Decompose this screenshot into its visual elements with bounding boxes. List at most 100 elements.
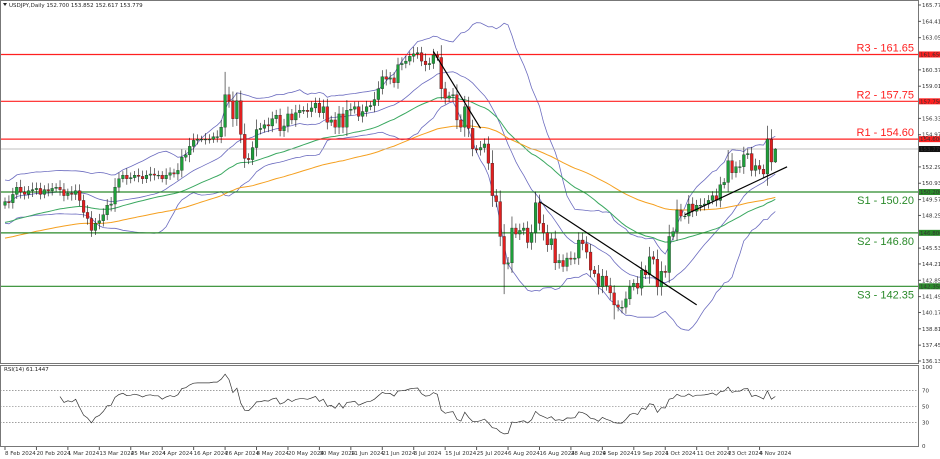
bollinger-middle [4,71,776,284]
x-tick-label: 20 Feb 2024 [36,451,71,457]
ma-slow-line [4,125,776,239]
bull-candle [254,129,259,148]
x-tick-label: 21 Jun 2024 [382,451,416,457]
bear-candle [494,195,498,202]
bear-candle [78,190,82,201]
price-tag-text: 142.350 [920,284,940,290]
bollinger-upper [4,22,776,255]
bull-candle [396,64,400,83]
y-tick-label: 159.010 [922,84,940,90]
rsi-tick-label: 70 [922,389,929,395]
bear-candle [137,175,141,177]
bear-candle [604,275,608,286]
x-tick-label: 1 Oct 2024 [665,451,696,457]
resistance-label: R1 - 154.60 [857,127,914,139]
x-tick-label: 8 Feb 2024 [5,451,36,457]
rsi-header: RSI(14) 61.1447 [4,367,49,373]
trendline [432,51,482,129]
bull-candle [565,257,569,267]
bear-candle [62,189,66,196]
x-tick-label: 1 Mar 2024 [68,451,100,457]
bull-candle [42,189,46,195]
rsi-line [59,373,776,435]
bear-candle [333,119,337,128]
bull-candle [400,63,404,65]
bull-candle [262,124,266,129]
bear-candle [266,124,270,127]
bull-candle [482,143,487,148]
bear-candle [455,94,459,121]
bull-candle [372,99,376,106]
bull-candle [530,232,534,243]
x-tick-label: 23 Oct 2024 [728,451,763,457]
bull-candle [211,136,215,140]
bear-candle [486,143,490,164]
y-tick-label: 140.170 [922,310,940,316]
y-tick-label: 150.930 [922,181,940,187]
bull-candle [349,108,353,111]
bear-candle [439,57,443,89]
y-tick-label: 142.850 [922,278,940,284]
bull-candle [506,262,510,265]
bull-candle [97,220,101,224]
bear-candle [663,271,667,273]
bear-candle [498,201,502,237]
support-label: S1 - 150.20 [857,195,914,207]
bear-candle [70,193,74,195]
y-tick-label: 164.410 [922,19,940,25]
x-tick-label: 25 Jul 2024 [477,451,509,457]
y-tick-label: 145.530 [922,246,940,252]
bear-candle [769,139,773,163]
bull-candle [105,205,109,215]
bull-candle [156,175,160,177]
rsi-pane-frame [0,365,919,447]
bull-candle [577,239,581,259]
bear-candle [730,160,734,173]
bollinger-lower [4,101,776,331]
bull-candle [671,231,675,237]
bull-candle [573,257,577,260]
bull-candle [11,194,15,203]
resistance-label: R3 - 161.65 [857,42,914,54]
bull-candle [726,160,730,183]
bear-candle [239,100,243,135]
bear-candle [750,153,754,171]
bull-candle [251,147,255,160]
bear-candle [589,251,593,271]
bull-candle [54,187,58,189]
bull-candle [219,126,223,137]
bear-candle [608,285,612,294]
bull-candle [144,175,149,179]
bull-candle [101,214,105,221]
bull-candle [133,175,137,178]
rsi-tick-label: 100 [922,365,933,371]
x-tick-label: 11 Oct 2024 [697,451,732,457]
current-price-text: 153.779 [920,147,940,153]
x-tick-label: 4 Apr 2024 [162,451,193,457]
price-tag [919,229,940,236]
bull-candle [427,63,431,65]
bull-candle [15,187,19,195]
bull-candle [522,227,526,231]
bull-candle [345,110,349,128]
support-label: S2 - 146.80 [857,236,914,248]
y-tick-label: 154.970 [922,133,940,139]
y-tick-label: 165.770 [922,3,940,9]
bear-candle [290,113,294,121]
bull-candle [416,52,420,55]
bull-candle [518,230,522,235]
bull-candle [188,146,192,155]
bear-candle [278,114,282,131]
bull-candle [294,112,298,121]
bear-candle [140,176,145,179]
bear-candle [125,175,129,179]
bull-candle [196,139,200,141]
price-tag [919,283,940,290]
bear-candle [46,189,50,191]
bull-candle [404,60,408,64]
bull-candle [746,153,750,155]
bear-candle [306,110,310,112]
bull-candle [620,307,624,309]
collapse-triangle-icon[interactable] [3,3,7,6]
